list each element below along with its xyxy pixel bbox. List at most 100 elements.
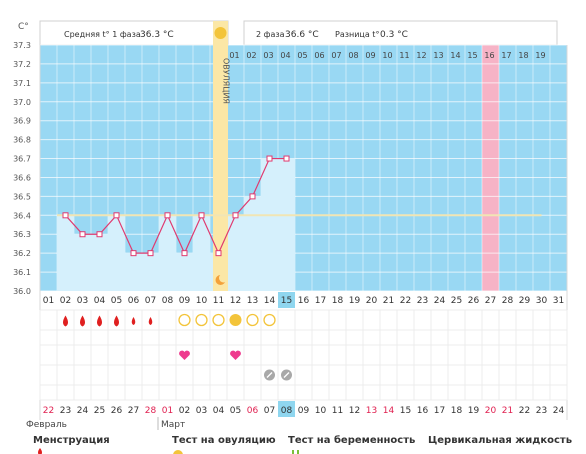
calendar-date: 26 <box>111 406 123 416</box>
calendar-date: 13 <box>366 406 377 416</box>
calendar-date: 27 <box>128 406 139 416</box>
calendar-date: 03 <box>196 406 207 416</box>
x-tick-label: 16 <box>298 296 310 306</box>
temperature-bar <box>74 234 91 291</box>
x-tick-label: 20 <box>366 296 378 306</box>
temperature-point <box>130 250 137 257</box>
x-tick-label: 03 <box>77 296 88 306</box>
temperature-point <box>198 212 205 219</box>
temperature-bar <box>159 215 176 291</box>
x-tick-label: 19 <box>349 296 361 306</box>
calendar-date: 24 <box>553 406 565 416</box>
phase2-day-label: 08 <box>348 51 358 60</box>
phase2-day-label: 19 <box>535 51 545 60</box>
calendar-date: 23 <box>60 406 71 416</box>
ovulation-column <box>213 21 228 291</box>
temperature-bar <box>278 158 295 291</box>
heart-icon <box>179 350 190 360</box>
y-tick-label: 36.5 <box>13 192 31 201</box>
y-tick-label: 37.0 <box>13 98 31 107</box>
phase2-day-label: 01 <box>229 51 239 60</box>
phase2-day-label: 03 <box>263 51 273 60</box>
pregnancy-test-mark <box>266 372 273 378</box>
temperature-bar <box>125 253 142 291</box>
x-tick-label: 13 <box>247 296 258 306</box>
x-tick-label: 01 <box>43 296 54 306</box>
calendar-date: 07 <box>264 406 275 416</box>
phase2-day-label: 12 <box>416 51 426 60</box>
temperature-point <box>232 212 239 219</box>
ovulation-test-empty-icon <box>246 313 259 327</box>
legend-ovulation-test: Тест на овуляцию <box>172 435 276 446</box>
calendar-date: 16 <box>417 406 429 416</box>
y-tick-label: 36.6 <box>13 173 31 182</box>
calendar-date: 17 <box>434 406 445 416</box>
y-tick-label: 36.3 <box>13 230 31 239</box>
blood-drop-icon <box>148 317 153 325</box>
calendar-date: 10 <box>315 406 327 416</box>
temperature-bar <box>57 215 74 291</box>
temperature-bar <box>91 234 108 291</box>
calendar-date: 12 <box>349 406 360 416</box>
x-tick-label: 26 <box>468 296 480 306</box>
phase2-day-label: 09 <box>365 51 375 60</box>
temperature-point <box>249 193 256 200</box>
x-tick-label: 17 <box>315 296 326 306</box>
legend-pregnancy-icon <box>292 450 294 454</box>
calendar-date: 21 <box>502 406 513 416</box>
y-tick-label: 36.0 <box>13 287 31 296</box>
x-tick-label: 10 <box>196 296 208 306</box>
diff-value: 0.3 °С <box>380 30 408 40</box>
x-tick-label: 22 <box>400 296 411 306</box>
temperature-bar <box>227 215 244 291</box>
temperature-point <box>215 250 222 257</box>
pregnancy-test-mark <box>283 372 290 378</box>
phase2-day-label: 07 <box>331 51 341 60</box>
x-tick-label: 15 <box>281 296 292 306</box>
phase2-day-label: 17 <box>501 51 511 60</box>
temperature-bar <box>261 158 278 291</box>
phase2-day-label: 16 <box>484 51 494 60</box>
x-tick-label: 24 <box>434 296 446 306</box>
x-tick-label: 14 <box>264 296 276 306</box>
calendar-date: 09 <box>298 406 310 416</box>
blood-drop-icon <box>97 315 102 327</box>
x-tick-label: 21 <box>383 296 394 306</box>
calendar-date: 04 <box>213 406 225 416</box>
ovulation-test-empty-icon <box>178 313 191 327</box>
calendar-date: 02 <box>179 406 190 416</box>
calendar-date: 15 <box>400 406 411 416</box>
x-tick-label: 12 <box>230 296 241 306</box>
moon-shadow <box>219 273 228 283</box>
x-tick-label: 11 <box>213 296 224 306</box>
phase2-day-label: 11 <box>399 51 409 60</box>
calendar-date: 06 <box>247 406 259 416</box>
rows-area <box>40 310 567 400</box>
calendar-date: 22 <box>43 406 54 416</box>
y-tick-label: 36.7 <box>13 155 31 164</box>
x-tick-label: 30 <box>536 296 548 306</box>
x-tick-label: 09 <box>179 296 191 306</box>
ovulation-test-empty-icon <box>195 313 208 327</box>
x-tick-label: 27 <box>485 296 496 306</box>
diff-label: Разница t° <box>335 30 379 39</box>
blood-drop-icon <box>114 315 119 327</box>
phase2-day-label: 04 <box>280 51 290 60</box>
legend-pregnancy-icon-2 <box>297 450 299 454</box>
calendar-date: 08 <box>281 406 293 416</box>
temperature-bar <box>193 215 210 291</box>
phase1-value: 36.3 °С <box>140 30 174 40</box>
temperature-point <box>181 250 188 257</box>
calendar-date: 01 <box>162 406 173 416</box>
highlight-day-column <box>482 45 499 291</box>
temperature-point <box>147 250 154 257</box>
heart-icon <box>230 350 241 360</box>
phase2-day-label: 15 <box>467 51 477 60</box>
phase2-day-label: 18 <box>518 51 528 60</box>
temperature-point <box>164 212 171 219</box>
month-label-feb: Февраль <box>26 420 67 430</box>
x-tick-label: 06 <box>128 296 140 306</box>
calendar-date: 18 <box>451 406 463 416</box>
blood-drop-icon <box>131 317 136 325</box>
